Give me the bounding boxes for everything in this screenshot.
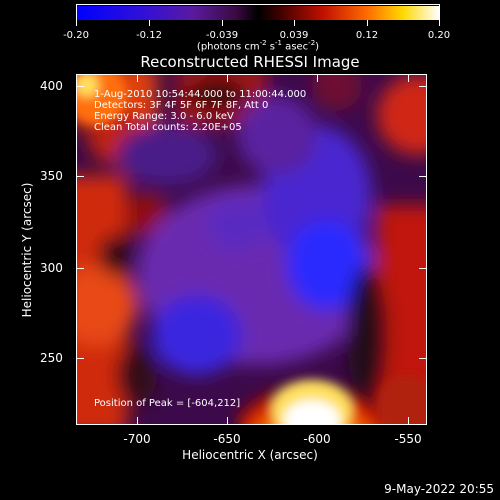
units-text: (photons cm	[196, 41, 260, 53]
generation-timestamp: 9-May-2022 20:55	[384, 482, 494, 496]
x-axis-label: Heliocentric X (arcsec)	[182, 448, 318, 462]
colorbar-gradient	[77, 6, 439, 20]
counts-text: Clean Total counts: 2.20E+05	[94, 122, 242, 133]
rhessi-image	[76, 74, 427, 425]
x-tick-label: -650	[213, 432, 241, 446]
x-tick-label: -600	[303, 432, 331, 446]
y-tick-mark	[419, 358, 427, 359]
y-tick-label: 350	[40, 169, 63, 183]
x-tick-mark	[408, 74, 409, 82]
peak-position-text: Position of Peak = [-604,212]	[94, 398, 241, 409]
detectors-text: Detectors: 3F 4F 5F 6F 7F 8F, Att 0	[94, 100, 269, 111]
x-tick-label: -550	[394, 432, 422, 446]
colorbar-tick-label: 0.12	[355, 30, 379, 41]
y-tick-mark	[419, 176, 427, 177]
y-tick-label: 250	[40, 351, 63, 365]
time-range-text: 1-Aug-2010 10:54:44.000 to 11:00:44.000	[94, 89, 307, 100]
colorbar-tick-mark	[76, 20, 77, 26]
colorbar-tick-mark	[439, 20, 440, 26]
units-exponent: -1	[275, 39, 283, 47]
colorbar-units: (photons cm-2 s-1 asec-2)	[197, 39, 319, 52]
x-tick-mark	[137, 74, 138, 82]
colorbar	[76, 4, 440, 20]
y-tick-mark	[76, 268, 84, 269]
y-tick-mark	[76, 176, 84, 177]
colorbar-tick-label: 0.039	[279, 30, 309, 41]
y-tick-mark	[76, 358, 84, 359]
colorbar-tick-label: -0.039	[205, 30, 239, 41]
x-tick-mark	[408, 417, 409, 425]
units-exponent: -2	[259, 39, 267, 47]
units-text: s	[266, 41, 276, 53]
y-axis-label: Heliocentric Y (arcsec)	[20, 182, 34, 318]
y-tick-mark	[76, 86, 84, 87]
x-tick-label: -700	[123, 432, 151, 446]
x-tick-mark	[317, 417, 318, 425]
y-tick-mark	[419, 86, 427, 87]
colorbar-tick-mark	[294, 20, 295, 26]
units-text: asec	[282, 41, 309, 53]
units-text: )	[315, 41, 320, 53]
colorbar-tick-label: 0.20	[427, 30, 451, 41]
colorbar-tick-mark	[367, 20, 368, 26]
x-tick-mark	[227, 74, 228, 82]
units-exponent: -2	[308, 39, 316, 47]
colorbar-tick-label: -0.12	[136, 30, 162, 41]
x-tick-mark	[137, 417, 138, 425]
y-tick-mark	[419, 268, 427, 269]
y-tick-label: 400	[40, 79, 63, 93]
colorbar-tick-mark	[222, 20, 223, 26]
y-tick-label: 300	[40, 261, 63, 275]
plot-title: Reconstructed RHESSI Image	[140, 53, 360, 71]
x-tick-mark	[227, 417, 228, 425]
energy-range-text: Energy Range: 3.0 - 6.0 keV	[94, 111, 234, 122]
heatmap-image	[77, 75, 426, 424]
colorbar-tick-label: -0.20	[63, 30, 89, 41]
colorbar-tick-mark	[149, 20, 150, 26]
x-tick-mark	[317, 74, 318, 82]
